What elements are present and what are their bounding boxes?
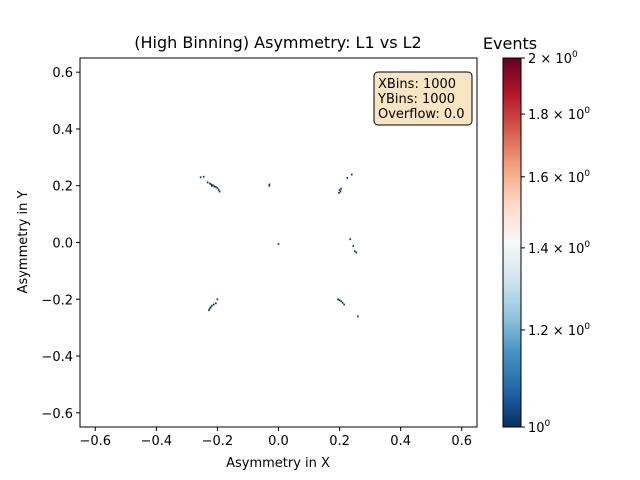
info-box-background bbox=[373, 71, 473, 126]
info-box: XBins: 1000 YBins: 1000 Overflow: 0.0 bbox=[373, 71, 473, 126]
heatmap-cell bbox=[217, 188, 220, 191]
heatmap-cell bbox=[340, 187, 342, 190]
colorbar-tick-label: 100 bbox=[528, 419, 551, 436]
heatmap-cell bbox=[213, 185, 216, 188]
heatmap-cell bbox=[208, 182, 211, 185]
heatmap-cell bbox=[209, 306, 212, 309]
heatmap-cell bbox=[211, 184, 213, 187]
heatmap-cell bbox=[268, 184, 271, 187]
colorbar-label: Events bbox=[483, 34, 537, 53]
colorbar-tick-label: 1.2 × 100 bbox=[528, 322, 590, 339]
y-tick-label: 0.4 bbox=[52, 123, 73, 138]
heatmap-cell bbox=[343, 303, 345, 306]
y-tick-label: 0.2 bbox=[52, 180, 73, 195]
y-tick-label: −0.4 bbox=[41, 350, 73, 365]
heatmap-cell bbox=[346, 176, 349, 179]
info-box-line-ybins: YBins: 1000 bbox=[377, 92, 455, 107]
heatmap-cell bbox=[202, 175, 205, 178]
heatmap-cell bbox=[210, 183, 213, 186]
colorbar-tick-label: 1.4 × 100 bbox=[528, 240, 590, 257]
heatmap-cell bbox=[338, 299, 341, 302]
heatmap-cell bbox=[216, 298, 219, 301]
x-tick-label: 0.0 bbox=[268, 434, 289, 449]
heatmap-cell bbox=[268, 183, 271, 186]
heatmap-cell bbox=[357, 315, 359, 318]
y-tick-label: 0.0 bbox=[52, 237, 73, 252]
heatmap-cell bbox=[338, 189, 341, 191]
colorbar-tick-label: 1.6 × 100 bbox=[528, 169, 590, 186]
heatmap-cell bbox=[212, 303, 215, 306]
heatmap-cell bbox=[277, 243, 280, 245]
x-tick-label: 0.6 bbox=[451, 434, 472, 449]
x-tick-label: −0.4 bbox=[141, 434, 173, 449]
heatmap-cell bbox=[340, 300, 342, 303]
colorbar-tick-label: 2 × 100 bbox=[528, 50, 578, 67]
heatmap-cell bbox=[349, 238, 352, 241]
heatmap-cell bbox=[338, 192, 340, 194]
heatmap-cell bbox=[352, 245, 355, 247]
heatmap-cell bbox=[339, 190, 342, 193]
heatmap-cells bbox=[199, 173, 359, 318]
colorbar bbox=[502, 57, 522, 428]
heatmap-cell bbox=[355, 251, 358, 254]
y-tick-label: −0.2 bbox=[41, 293, 73, 308]
info-box-line-xbins: XBins: 1000 bbox=[378, 77, 456, 92]
heatmap-cell bbox=[216, 187, 219, 190]
heatmap-cell bbox=[218, 190, 221, 193]
colorbar-ticks: 100 1.2 × 100 1.4 × 100 1.6 × 100 1.8 × 100 2… bbox=[521, 50, 590, 436]
y-tick-label: −0.6 bbox=[41, 407, 73, 422]
x-axis-ticks: −0.6 −0.4 −0.2 0.0 0.2 0.4 0.6 bbox=[79, 427, 472, 449]
heatmap-cell bbox=[211, 304, 213, 307]
heatmap-cell bbox=[208, 307, 211, 310]
heatmap-cell bbox=[350, 173, 353, 176]
heatmap-cell bbox=[215, 302, 217, 305]
heatmap-cell bbox=[354, 250, 356, 253]
x-axis-label: Asymmetry in X bbox=[226, 456, 330, 471]
heatmap-cell bbox=[337, 298, 339, 301]
heatmap-cell bbox=[215, 186, 217, 188]
x-tick-label: −0.2 bbox=[202, 434, 234, 449]
heatmap-cell bbox=[206, 181, 209, 184]
chart-title: (High Binning) Asymmetry: L1 vs L2 bbox=[134, 33, 421, 52]
heatmap-cell bbox=[341, 301, 344, 304]
y-axis-label: Asymmetry in Y bbox=[16, 191, 31, 294]
heatmap-cell bbox=[212, 184, 214, 187]
colorbar-tick-label: 1.8 × 100 bbox=[528, 106, 590, 123]
y-tick-label: 0.6 bbox=[52, 66, 73, 81]
y-axis-ticks: −0.6 −0.4 −0.2 0.0 0.2 0.4 0.6 bbox=[41, 66, 80, 422]
heatmap-cell bbox=[199, 176, 202, 179]
heatmap-cell bbox=[208, 309, 210, 312]
x-tick-label: 0.2 bbox=[329, 434, 350, 449]
info-box-line-overflow: Overflow: 0.0 bbox=[378, 107, 465, 122]
x-tick-label: −0.6 bbox=[79, 434, 111, 449]
x-tick-label: 0.4 bbox=[390, 434, 411, 449]
